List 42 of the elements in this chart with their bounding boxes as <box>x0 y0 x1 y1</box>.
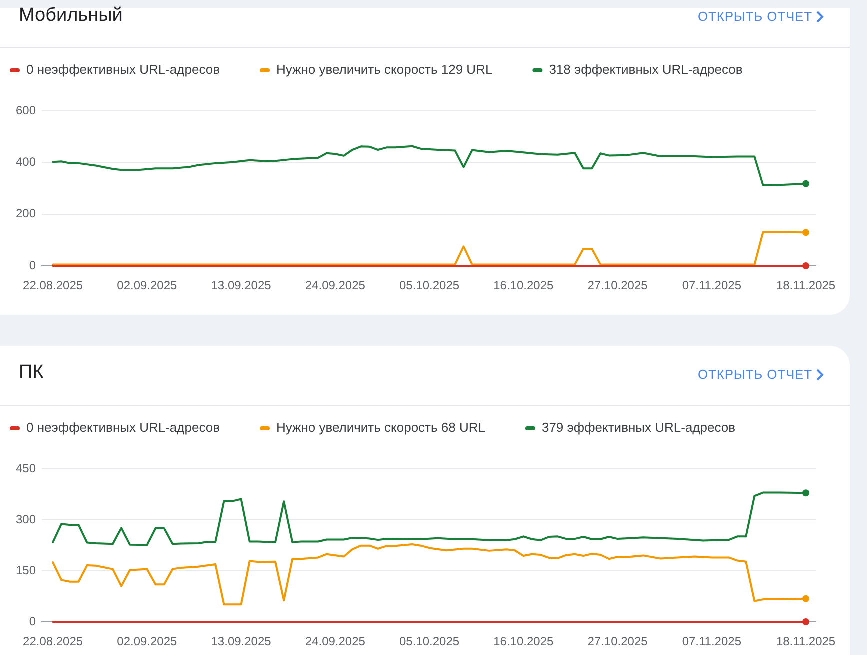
x-tick-label: 16.10.2025 <box>494 278 554 293</box>
y-tick-label: 0 <box>29 258 36 272</box>
y-tick-label: 200 <box>16 206 36 221</box>
x-tick-label: 18.11.2025 <box>776 278 836 293</box>
x-tick-label: 07.11.2025 <box>682 278 742 293</box>
text: ОТКРЫТЬ ОТЧЕТ <box>698 9 812 25</box>
legend-label: 0 неэффективных URL-адресов <box>26 62 220 78</box>
point <box>802 490 810 497</box>
y-tick-label: 0 <box>29 614 36 628</box>
x-tick-label: 24.09.2025 <box>305 278 366 293</box>
x-tick-label: 22.08.2025 <box>23 278 84 293</box>
y-tick-label: 300 <box>16 512 36 526</box>
text: ОТКРЫТЬ ОТЧЕТ <box>698 367 812 383</box>
legend-label: 318 эффективных URL-адресов <box>549 62 743 78</box>
x-tick-label: 02.09.2025 <box>117 278 178 293</box>
x-tick-label: 18.11.2025 <box>776 634 836 649</box>
point <box>802 262 810 270</box>
y-tick-label: 150 <box>16 563 36 578</box>
point <box>802 180 810 188</box>
y-tick-label: 400 <box>16 154 36 169</box>
legend-label: 0 неэффективных URL-адресов <box>26 420 220 436</box>
x-tick-label: 24.09.2025 <box>305 634 366 649</box>
point <box>802 595 810 602</box>
x-tick-label: 05.10.2025 <box>400 634 460 649</box>
legend-label: Нужно увеличить скорость 68 URL <box>276 420 486 436</box>
chart-title: Мобильный <box>19 5 123 27</box>
legend-label: Нужно увеличить скорость 129 URL <box>276 62 493 78</box>
y-tick-label: 600 <box>16 103 36 118</box>
x-tick-label: 07.11.2025 <box>682 634 742 649</box>
x-tick-label: 27.10.2025 <box>588 278 648 293</box>
x-tick-label: 05.10.2025 <box>400 278 460 293</box>
legend-label: 379 эффективных URL-адресов <box>542 420 736 436</box>
point <box>802 229 810 236</box>
x-tick-label: 13.09.2025 <box>211 634 272 649</box>
x-tick-label: 13.09.2025 <box>211 278 272 293</box>
x-tick-label: 27.10.2025 <box>588 634 648 649</box>
x-tick-label: 16.10.2025 <box>494 634 554 649</box>
y-tick-label: 450 <box>16 461 36 476</box>
point <box>802 618 810 626</box>
x-tick-label: 02.09.2025 <box>117 634 178 649</box>
x-tick-label: 22.08.2025 <box>23 634 84 649</box>
chart-title: ПК <box>19 362 44 384</box>
